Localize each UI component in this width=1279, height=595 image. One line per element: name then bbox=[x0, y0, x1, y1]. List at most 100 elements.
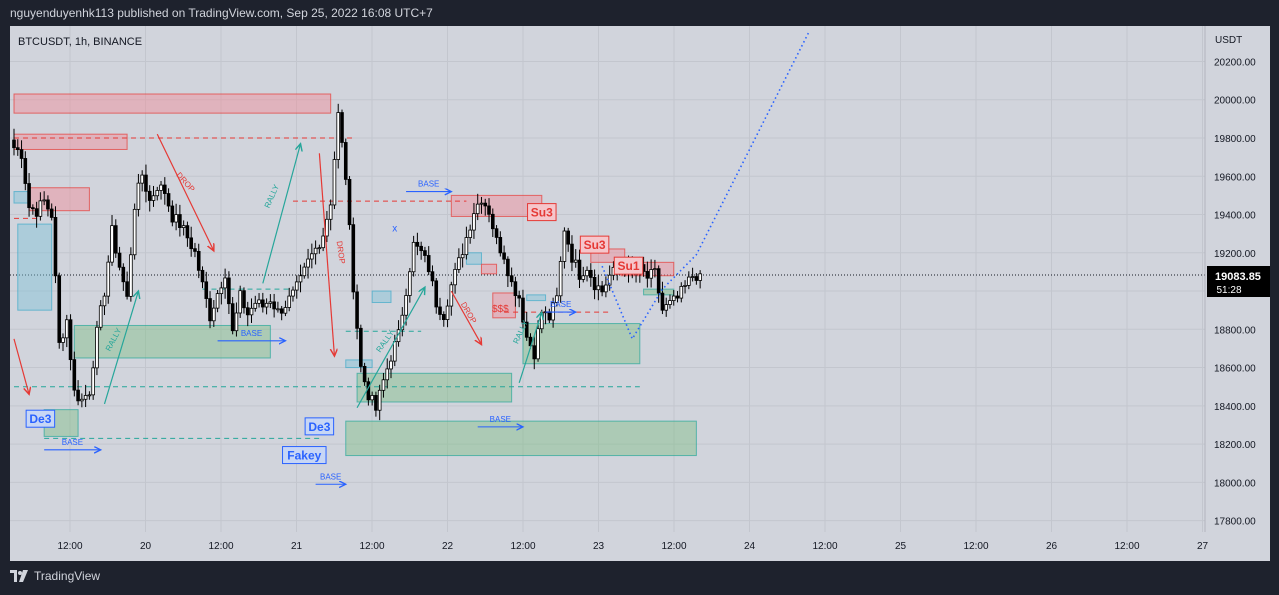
candle-body bbox=[400, 314, 405, 331]
candle-body bbox=[215, 293, 220, 309]
candle-body bbox=[83, 395, 88, 400]
bullish-candle bbox=[453, 262, 457, 294]
candle-body bbox=[291, 289, 295, 297]
candle-body bbox=[204, 281, 209, 299]
candle-body bbox=[581, 275, 586, 280]
bearish-candle bbox=[566, 227, 570, 252]
bearish-candle bbox=[193, 242, 197, 258]
current-price-tag: 19083.85 51:28 bbox=[1207, 266, 1270, 297]
current-price-label: 19083.85 bbox=[1215, 271, 1261, 283]
bearish-candle bbox=[513, 276, 518, 307]
pattern-tag-label: Fakey bbox=[287, 449, 321, 463]
bullish-candle bbox=[555, 287, 559, 307]
bullish-candle bbox=[249, 298, 254, 323]
bearish-candle bbox=[419, 241, 423, 260]
candle-body bbox=[166, 193, 171, 207]
bearish-candle bbox=[72, 351, 77, 397]
pattern-tag: Fakey bbox=[282, 446, 327, 465]
annotation-text: x bbox=[392, 224, 397, 235]
candle-body bbox=[653, 268, 657, 271]
candle-body bbox=[389, 360, 393, 370]
candle-body bbox=[385, 368, 390, 381]
candle-body bbox=[95, 326, 99, 369]
candle-body bbox=[230, 303, 235, 332]
pattern-tag-label: Su3 bbox=[531, 206, 553, 220]
candle-body bbox=[257, 299, 261, 304]
candle-body bbox=[317, 247, 322, 250]
y-tick-label: 18200.00 bbox=[1214, 440, 1256, 451]
bullish-candle bbox=[408, 267, 412, 303]
bearish-candle bbox=[76, 380, 80, 406]
candle-body bbox=[464, 237, 469, 256]
candle-body bbox=[381, 379, 386, 391]
y-tick-label: 19400.00 bbox=[1214, 211, 1256, 222]
rally-arrow bbox=[518, 312, 542, 384]
bullish-candle bbox=[385, 358, 390, 389]
symbol-label: BTCUSDT, 1h, BINANCE bbox=[18, 36, 142, 48]
bullish-candle bbox=[679, 282, 684, 303]
bullish-candle bbox=[110, 215, 114, 266]
candle-body bbox=[264, 302, 269, 308]
bearish-candle bbox=[426, 246, 431, 276]
bearish-candle bbox=[189, 226, 193, 257]
bullish-candle bbox=[690, 267, 695, 282]
y-tick-label: 19600.00 bbox=[1214, 172, 1256, 183]
bullish-candle bbox=[562, 227, 567, 269]
candle-body bbox=[155, 190, 160, 197]
candle-body bbox=[524, 321, 529, 338]
candle-body bbox=[76, 389, 80, 402]
candle-body bbox=[664, 304, 669, 311]
candle-body bbox=[200, 269, 205, 283]
x-tick-label: 25 bbox=[895, 541, 907, 552]
candle-body bbox=[174, 214, 178, 223]
x-axis[interactable]: 12:00 20 12:00 21 12:00 22 12:00 23 12:00 24 12:00… bbox=[57, 541, 1208, 552]
bullish-candle bbox=[325, 211, 329, 243]
candle-body bbox=[15, 147, 20, 151]
bullish-candle bbox=[664, 297, 669, 317]
candle-body bbox=[479, 202, 484, 205]
candle-body bbox=[287, 295, 292, 308]
rally-arrow bbox=[356, 287, 425, 409]
candle-body bbox=[272, 301, 276, 310]
candle-body bbox=[675, 295, 680, 299]
bearish-candle bbox=[170, 200, 175, 227]
candle-body bbox=[310, 253, 314, 260]
bearish-candle bbox=[675, 291, 680, 303]
candle-body bbox=[306, 258, 310, 268]
candle-body bbox=[249, 307, 254, 316]
x-tick-label: 12:00 bbox=[661, 541, 686, 552]
candle-body bbox=[502, 252, 506, 260]
y-tick-label: 20000.00 bbox=[1214, 96, 1256, 107]
bullish-candle bbox=[389, 355, 393, 379]
candle-body bbox=[129, 254, 133, 297]
candle-body bbox=[261, 299, 265, 308]
candle-body bbox=[136, 182, 141, 210]
bearish-candle bbox=[430, 265, 435, 287]
candle-body bbox=[517, 295, 521, 299]
candle-body bbox=[411, 241, 416, 273]
bullish-candle bbox=[457, 248, 461, 273]
candle-body bbox=[607, 274, 612, 286]
bullish-candle bbox=[298, 264, 303, 293]
candle-body bbox=[694, 276, 699, 281]
candle-body bbox=[223, 277, 227, 289]
bullish-candle bbox=[253, 295, 258, 312]
bullish-candle bbox=[321, 227, 325, 252]
candle-body bbox=[279, 308, 284, 314]
candle-body bbox=[377, 389, 382, 411]
candle-body bbox=[498, 237, 503, 254]
bullish-candle bbox=[212, 300, 216, 327]
bullish-candle bbox=[411, 235, 416, 277]
candle-body bbox=[185, 225, 190, 239]
bullish-candle bbox=[102, 292, 107, 316]
tradingview-brand[interactable]: TradingView bbox=[10, 569, 100, 583]
bearish-candle bbox=[178, 204, 182, 237]
candle-body bbox=[181, 225, 186, 228]
x-tick-label: 12:00 bbox=[812, 541, 837, 552]
candle-body bbox=[98, 305, 103, 328]
candle-body bbox=[196, 251, 201, 271]
candle-body bbox=[208, 298, 212, 322]
candle-body bbox=[683, 285, 687, 287]
